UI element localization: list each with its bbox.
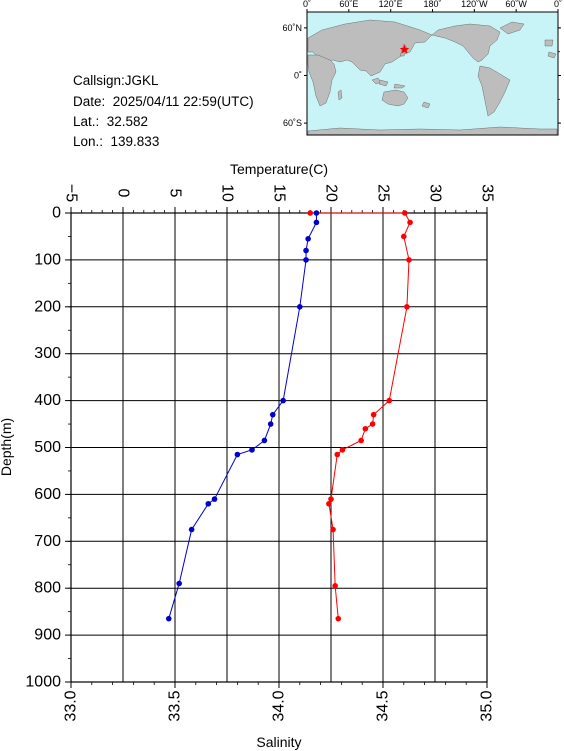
salinity-data-point xyxy=(261,437,268,444)
depth-tick-label: 1000 xyxy=(25,674,61,691)
date-label: Date: 2025/04/11 22:59(UTC) xyxy=(73,94,254,109)
longitude-label: Lon.: 139.833 xyxy=(73,134,160,149)
temperature-data-point xyxy=(362,425,369,432)
salinity-data-point xyxy=(188,526,195,533)
temperature-tick-label: 25 xyxy=(375,184,392,202)
land-shape xyxy=(477,65,511,117)
depth-tick-label: 100 xyxy=(34,251,61,268)
map-frame-ticks xyxy=(304,9,561,124)
map-lat-label: 60˚S xyxy=(283,118,302,128)
salinity-tick-label: 34.5 xyxy=(375,690,392,721)
land-shape xyxy=(544,39,554,47)
temperature-tick-label: 30 xyxy=(427,184,444,202)
salinity-data-point xyxy=(269,411,276,418)
map-lon-label: 0˚ xyxy=(303,0,311,9)
salinity-data-point xyxy=(280,397,286,404)
depth-tick-label: 200 xyxy=(34,298,61,315)
temperature-tick-label: 0 xyxy=(115,189,132,198)
temperature-data-point xyxy=(358,437,364,444)
temperature-axis: −5 0 5 10 15 20 25 30 35 xyxy=(63,184,496,213)
land-shape xyxy=(378,79,389,87)
salinity-data-point xyxy=(313,219,320,226)
temperature-data-point xyxy=(339,447,346,453)
land-shape xyxy=(431,23,501,63)
temperature-data-point xyxy=(401,233,407,240)
salinity-data-point xyxy=(303,247,309,254)
map-lat-label: 0˚ xyxy=(294,70,302,80)
land-shape xyxy=(421,101,431,109)
depth-tick-label: 0 xyxy=(52,205,61,222)
salinity-axis: 33.0 33.5 34.0 34.5 35.0 xyxy=(63,682,496,722)
temperature-data-point xyxy=(404,304,410,310)
temperature-data-point xyxy=(402,210,408,216)
temperature-tick-label: −5 xyxy=(63,184,80,202)
map-lon-label: 0˚ xyxy=(554,0,562,9)
depth-tick-label: 700 xyxy=(34,533,61,550)
temperature-data-point xyxy=(370,411,377,418)
salinity-data-point xyxy=(165,615,172,622)
salinity-data-point xyxy=(313,210,320,216)
callsign-label: Callsign:JGKL xyxy=(73,73,159,88)
temperature-tick-label: 20 xyxy=(323,184,340,202)
temperature-data-point xyxy=(334,451,341,458)
salinity-tick-label: 34.0 xyxy=(271,690,288,721)
world-map-inset: 0˚ 60˚E 120˚E 180˚ 120˚W 60˚W 0˚ 60˚N 0˚ 60˚S xyxy=(282,0,562,136)
depth-tick-label: 900 xyxy=(34,627,61,644)
land-shape xyxy=(337,89,343,101)
salinity-data-point xyxy=(205,500,212,507)
salinity-data-point xyxy=(249,447,255,453)
land-shape xyxy=(499,21,525,35)
map-lon-label: 180˚ xyxy=(423,0,441,9)
temperature-data-point xyxy=(369,421,376,427)
salinity-data-point xyxy=(267,421,274,427)
temperature-tick-label: 5 xyxy=(167,189,184,198)
temperature-tick-label: 35 xyxy=(479,184,496,202)
salinity-data-point xyxy=(234,451,241,458)
temperature-data-point xyxy=(307,210,314,216)
latitude-label: Lat.: 32.582 xyxy=(73,114,149,129)
salinity-tick-label: 33.0 xyxy=(63,690,80,721)
salinity-data-point xyxy=(305,235,311,242)
map-lon-label: 120˚W xyxy=(461,0,488,9)
temperature-data-point xyxy=(332,583,338,589)
temperature-axis-title: Temperature(C) xyxy=(230,161,328,177)
land-shape xyxy=(547,51,557,59)
salinity-data-point xyxy=(176,580,182,587)
salinity-axis-title: Salinity xyxy=(256,734,301,750)
depth-axis-title: Depth(m) xyxy=(0,418,14,476)
temperature-data-point xyxy=(406,257,412,263)
map-lon-label: 60˚E xyxy=(339,0,358,9)
temperature-data-point xyxy=(330,526,336,533)
map-lat-label: 60˚N xyxy=(282,23,302,33)
depth-tick-label: 600 xyxy=(34,486,61,503)
depth-axis: 0 100 200 300 400 500 600 700 800 900 1000 xyxy=(25,205,71,691)
salinity-data-point xyxy=(303,257,309,263)
map-lon-label: 60˚W xyxy=(505,0,527,9)
series-layer xyxy=(165,210,413,622)
temperature-data-point xyxy=(386,397,393,404)
station-marker-star xyxy=(399,44,410,54)
temperature-data-point xyxy=(335,615,342,622)
temperature-tick-label: 10 xyxy=(219,184,236,202)
temperature-data-point xyxy=(326,500,332,507)
salinity-data-point xyxy=(211,496,218,502)
temperature-tick-label: 15 xyxy=(271,184,288,202)
plot-grid xyxy=(71,213,487,682)
map-axis-labels: 0˚ 60˚E 120˚E 180˚ 120˚W 60˚W 0˚ 60˚N 0˚ 60˚S xyxy=(282,0,562,128)
temperature-data-point xyxy=(328,496,334,502)
temperature-data-point xyxy=(407,219,413,226)
land-shape xyxy=(381,89,409,107)
depth-tick-label: 300 xyxy=(34,345,61,362)
depth-tick-label: 500 xyxy=(34,439,61,456)
salinity-tick-label: 35.0 xyxy=(479,690,496,721)
land-shape xyxy=(307,54,337,107)
salinity-tick-label: 33.5 xyxy=(167,690,184,721)
station-star xyxy=(399,44,410,54)
land-shape xyxy=(393,83,406,89)
depth-tick-label: 800 xyxy=(34,580,61,597)
map-lon-label: 120˚E xyxy=(379,0,403,9)
salinity-data-point xyxy=(297,304,303,310)
depth-tick-label: 400 xyxy=(34,392,61,409)
